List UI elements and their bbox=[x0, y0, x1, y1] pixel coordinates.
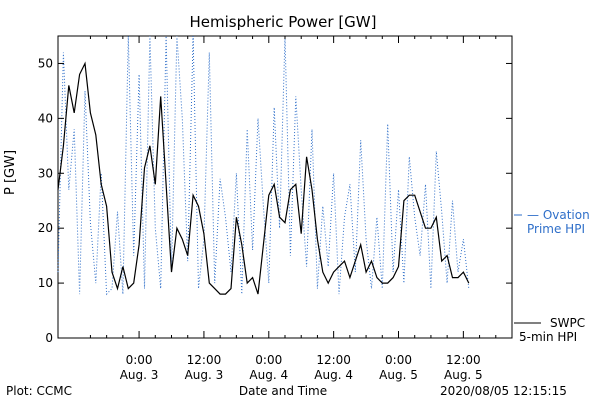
x-tick-label-time: 0:00 bbox=[255, 353, 282, 367]
y-tick-label: 10 bbox=[38, 276, 53, 290]
legend-ovation-line2: Prime HPI bbox=[527, 222, 585, 236]
y-tick-label: 40 bbox=[38, 111, 53, 125]
plot-frame bbox=[57, 35, 513, 339]
y-tick-label: 50 bbox=[38, 56, 53, 70]
x-tick-label-date: Aug. 5 bbox=[379, 368, 418, 382]
plot-timestamp: 2020/08/05 12:15:15 bbox=[440, 384, 567, 398]
plot-area-border bbox=[57, 35, 513, 339]
legend-swpc-line1: SWPC bbox=[550, 316, 585, 330]
chart-title: Hemispheric Power [GW] bbox=[189, 13, 377, 31]
y-tick-label: 0 bbox=[45, 331, 53, 345]
x-tick-label-date: Aug. 3 bbox=[120, 368, 159, 382]
x-tick-label-date: Aug. 5 bbox=[444, 368, 483, 382]
series-line-ovation bbox=[57, 35, 470, 296]
x-tick-label-date: Aug. 4 bbox=[249, 368, 288, 382]
y-axis-label: P [GW] bbox=[3, 149, 18, 195]
x-tick-label-date: Aug. 3 bbox=[185, 368, 224, 382]
x-tick-label-time: 0:00 bbox=[385, 353, 412, 367]
x-tick-label-time: 12:00 bbox=[187, 353, 222, 367]
x-tick-label-time: 12:00 bbox=[446, 353, 481, 367]
x-axis-label: Date and Time bbox=[238, 384, 328, 398]
x-tick-label-date: Aug. 4 bbox=[314, 368, 353, 382]
legend-swpc-line2: 5-min HPI bbox=[519, 330, 577, 344]
y-tick-label: 20 bbox=[38, 221, 53, 235]
series-line-swpc bbox=[57, 61, 470, 295]
plot-credit: Plot: CCMC bbox=[6, 384, 72, 398]
y-tick-label: 30 bbox=[38, 166, 53, 180]
x-tick-label-time: 12:00 bbox=[316, 353, 351, 367]
legend-ovation-line1: — Ovation bbox=[527, 208, 590, 222]
x-tick-label-time: 0:00 bbox=[126, 353, 153, 367]
series-layer bbox=[57, 35, 470, 296]
